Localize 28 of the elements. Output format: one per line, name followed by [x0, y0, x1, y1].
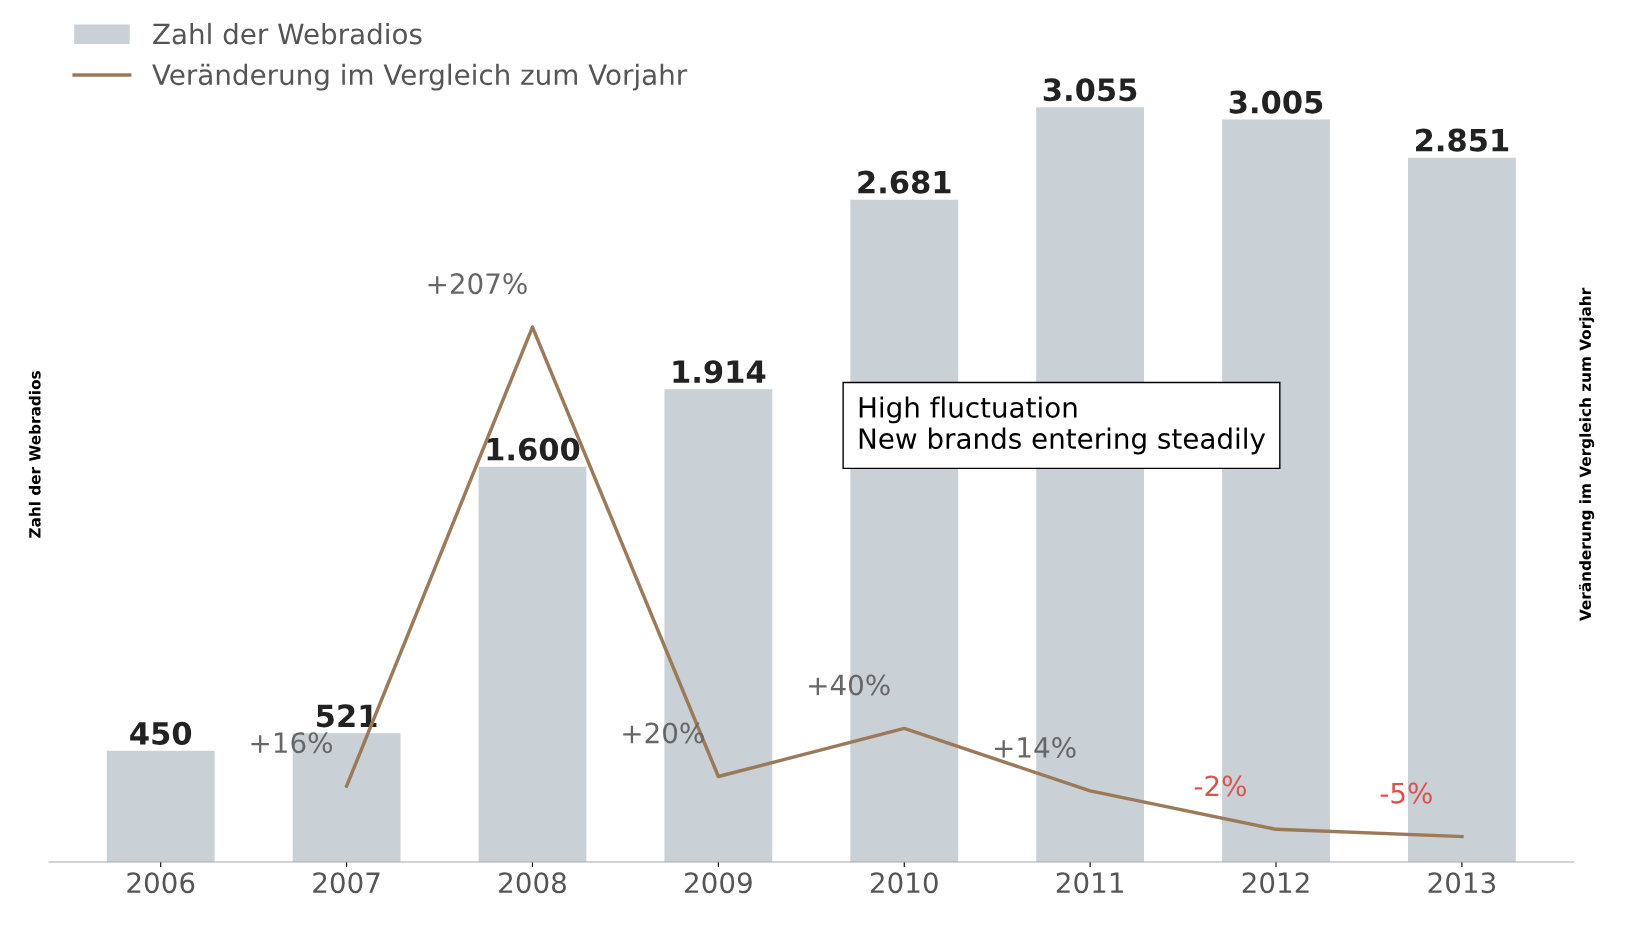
data-label: 450: [130, 721, 192, 745]
x-tick-label: 2006: [127, 872, 195, 894]
annotation: High fluctuation New brands entering steadily: [859, 396, 1266, 455]
data-label: +14%: [995, 736, 1076, 758]
bar: [478, 466, 587, 863]
y2-axis-title: Veränderung im Vergleich zum Vorjahr: [1579, 287, 1595, 621]
data-label: +40%: [809, 674, 890, 696]
data-label: 1.914: [673, 360, 766, 384]
data-label: 2.681: [858, 170, 951, 194]
legend-label: Veränderung im Vergleich zum Vorjahr: [152, 63, 688, 91]
x-tick-label: 2007: [313, 872, 380, 894]
x-tick-label: 2010: [870, 872, 938, 894]
x-tick-label: 2008: [499, 872, 566, 894]
y-axis-title: Zahl der Webradios: [28, 371, 41, 538]
data-label: 3.005: [1229, 90, 1323, 114]
data-label: +207%: [428, 273, 527, 295]
data-label: -5%: [1380, 782, 1432, 804]
data-label: 3.055: [1043, 78, 1137, 102]
data-label: -2%: [1194, 775, 1246, 797]
x-tick-label: 2011: [1056, 872, 1123, 894]
x-tick-label: 2013: [1428, 872, 1496, 894]
data-label: 1.600: [487, 437, 580, 461]
data-label: +16%: [251, 732, 333, 754]
bar: [106, 750, 215, 863]
x-tick-label: 2009: [685, 872, 752, 894]
legend-label: Zahl der Webradios: [153, 22, 422, 45]
data-label: 2.851: [1416, 128, 1509, 152]
x-tick-label: 2012: [1242, 872, 1309, 894]
